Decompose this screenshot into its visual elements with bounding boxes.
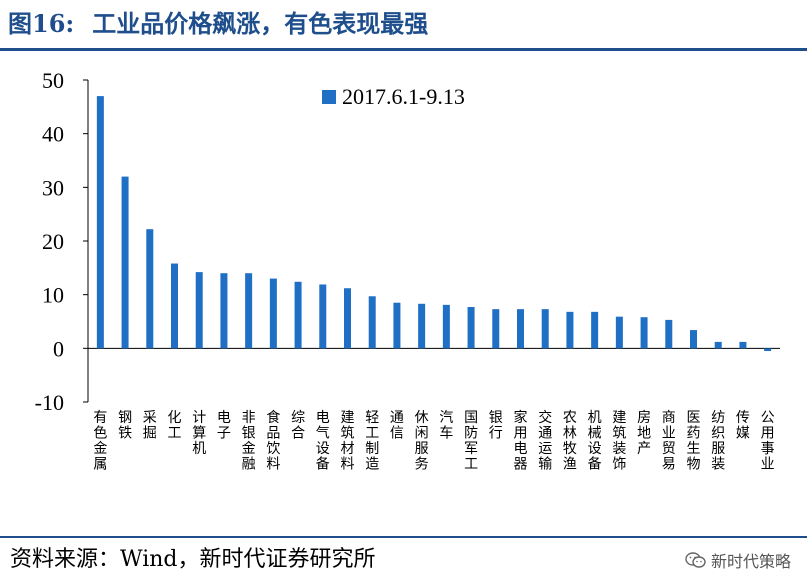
bar-16 xyxy=(467,307,475,349)
source-note: 资料来源：Wind，新时代证券研究所 xyxy=(10,547,376,572)
bar-5 xyxy=(195,272,203,349)
bar-22 xyxy=(615,316,623,349)
bar-18 xyxy=(517,309,524,349)
bar-6 xyxy=(220,273,228,349)
category-label: 电气设备 xyxy=(316,410,330,473)
y-tick-label: 10 xyxy=(42,283,64,308)
title-bar: 图16: 工业品价格飙涨，有色表现最强 xyxy=(0,0,807,48)
watermark-text: 新时代策略 xyxy=(710,552,791,571)
category-label: 有色金属 xyxy=(93,410,107,473)
bar-chart: -10 0 10 20 30 40 50 有色金属钢铁采掘化工计算机电子非银金融食品饮料综合电… xyxy=(35,68,780,473)
bar-28 xyxy=(764,348,772,352)
category-label: 公用事业 xyxy=(761,410,775,473)
category-label: 国防军工 xyxy=(464,410,478,473)
bar-27 xyxy=(739,341,747,349)
bar-2 xyxy=(121,176,129,349)
category-label: 传媒 xyxy=(736,410,750,442)
category-label: 食品饮料 xyxy=(266,409,280,473)
y-tick-label: 50 xyxy=(42,68,64,93)
category-label: 医药生物 xyxy=(687,410,701,473)
bar-26 xyxy=(714,341,722,349)
bar-8 xyxy=(269,278,277,349)
bar-15 xyxy=(442,304,450,349)
bar-4 xyxy=(171,263,178,349)
chart-title: 工业品价格飙涨，有色表现最强 xyxy=(92,9,429,38)
category-label: 休闲服务 xyxy=(415,410,429,473)
category-label: 采掘 xyxy=(143,410,157,442)
bar-17 xyxy=(492,309,500,349)
category-label: 计算机 xyxy=(192,410,206,457)
legend-swatch xyxy=(322,90,336,104)
bar-23 xyxy=(640,317,648,349)
bar-24 xyxy=(665,319,673,349)
bar-9 xyxy=(294,281,302,349)
category-label: 家用电器 xyxy=(514,409,528,473)
bar-12 xyxy=(368,296,376,349)
bar-14 xyxy=(418,303,426,349)
bottom-rule xyxy=(0,536,807,538)
category-label: 纺织服装 xyxy=(711,410,725,473)
y-tick-label: 20 xyxy=(42,229,64,254)
top-rule xyxy=(0,48,807,51)
y-tick-label: 0 xyxy=(53,336,64,361)
bar-1 xyxy=(96,96,104,349)
category-label: 商业贸易 xyxy=(662,410,676,473)
watermark: 新时代策略 xyxy=(685,548,791,572)
wechat-icon xyxy=(685,552,706,568)
category-label: 汽车 xyxy=(439,410,453,442)
category-label: 化工 xyxy=(168,410,182,442)
category-label: 农林牧渔 xyxy=(563,410,577,473)
category-label: 通信 xyxy=(390,410,404,442)
category-label: 非银金融 xyxy=(242,410,256,473)
bar-13 xyxy=(393,302,401,349)
category-label: 建筑材料 xyxy=(341,410,355,473)
chart-area: -10 0 10 20 30 40 50 有色金属 钢铁 采掘 化工 计算机 电子 非银金融 食品饮料 综合电… xyxy=(0,52,807,532)
category-label: 电子 xyxy=(217,410,231,442)
bar-20 xyxy=(566,311,574,349)
category-label: 房地产 xyxy=(637,410,651,457)
y-tick-label: 40 xyxy=(42,122,64,147)
category-label: 银行 xyxy=(489,410,503,442)
y-tick-label: -10 xyxy=(35,390,64,415)
bar-7 xyxy=(245,273,253,349)
category-label: 机械设备 xyxy=(588,410,602,473)
category-label: 综合 xyxy=(291,410,305,442)
category-label: 交通运输 xyxy=(538,409,552,473)
figure-label: 图16: xyxy=(8,9,75,38)
bar-25 xyxy=(690,330,697,349)
category-label: 轻工制造 xyxy=(365,410,379,473)
legend-label: 2017.6.1-9.13 xyxy=(342,84,465,109)
category-label: 钢铁 xyxy=(118,410,132,442)
bar-19 xyxy=(541,309,549,349)
figure-title: 图16: 工业品价格飙涨，有色表现最强 xyxy=(8,4,446,39)
bar-3 xyxy=(146,229,154,349)
bar-11 xyxy=(344,288,351,349)
bar-21 xyxy=(591,311,599,349)
category-label: 建筑装饰 xyxy=(612,410,626,473)
bar-10 xyxy=(319,284,327,349)
y-tick-label: 30 xyxy=(42,175,64,200)
